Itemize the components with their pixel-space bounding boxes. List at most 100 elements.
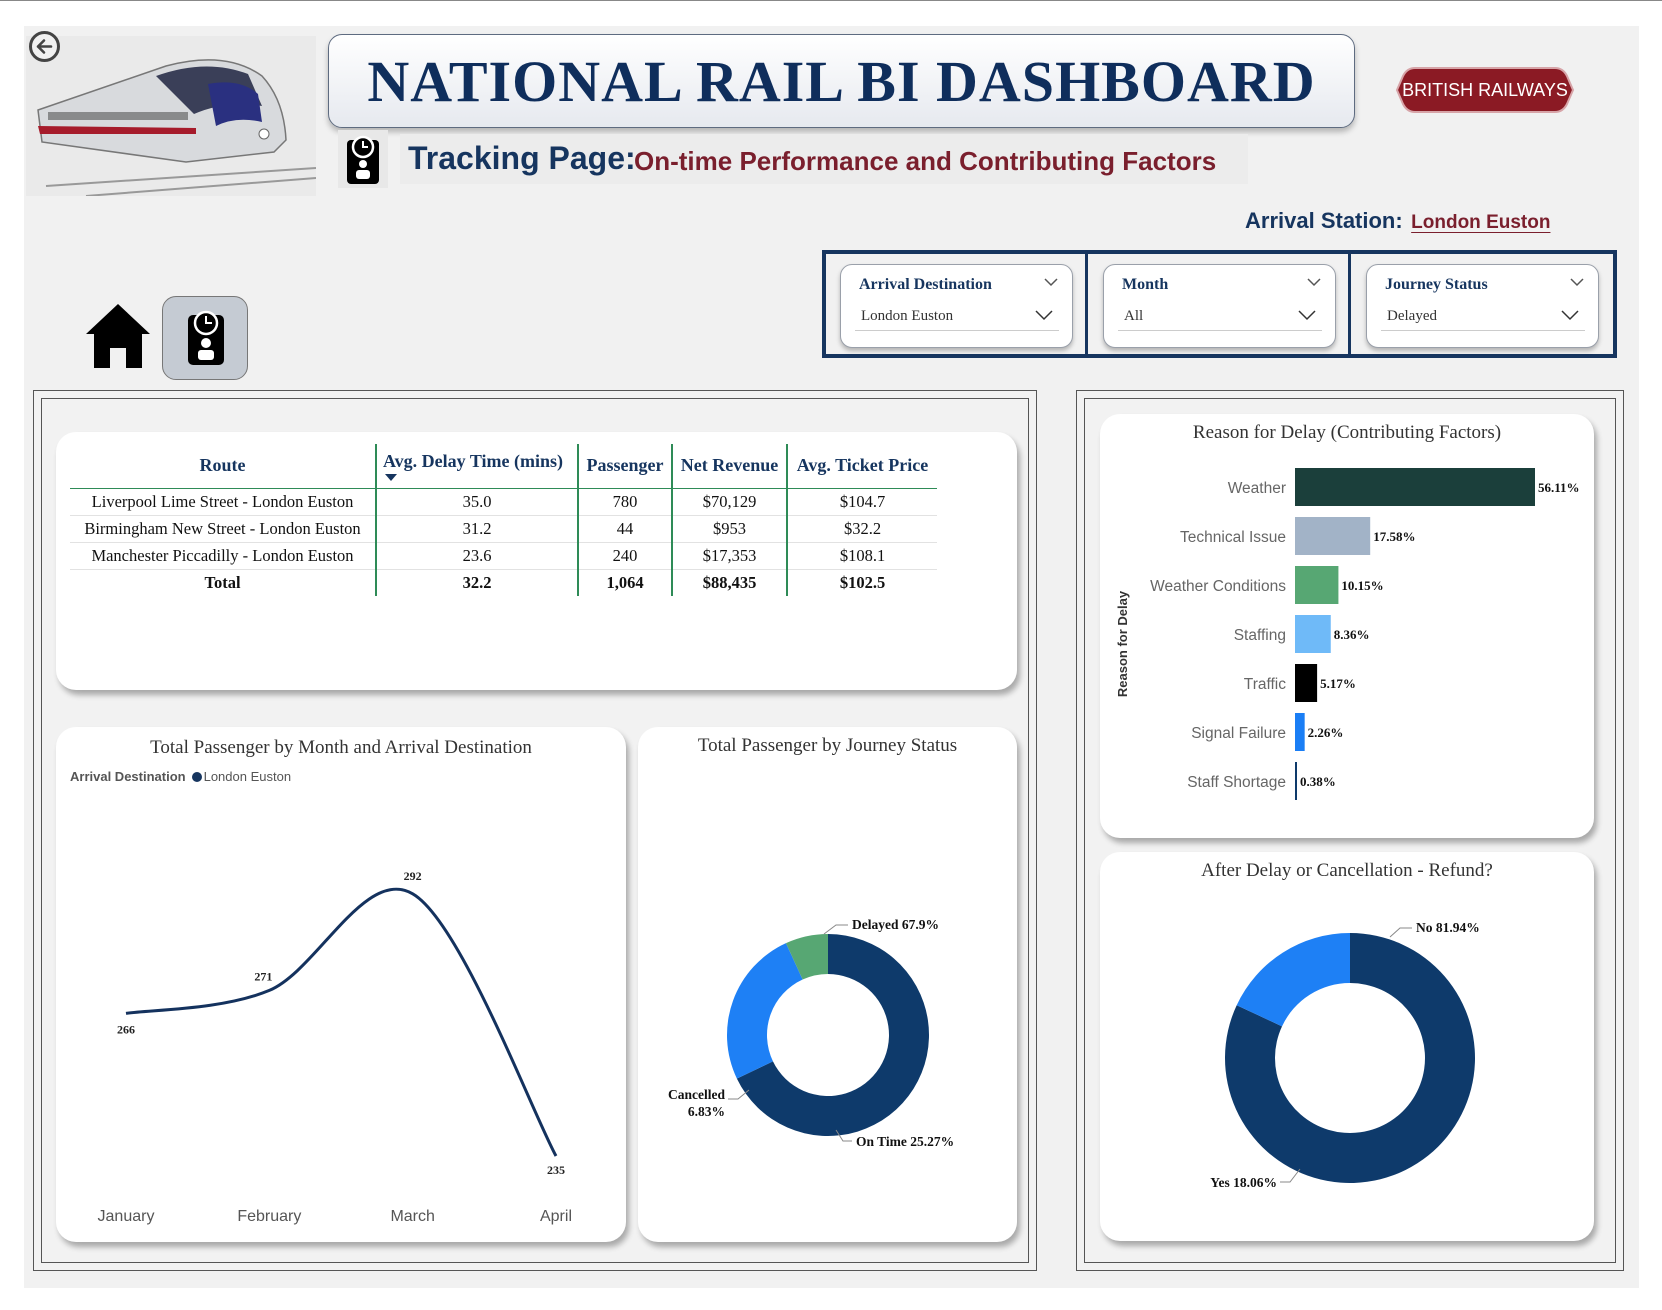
- category-label: Weather Conditions: [1150, 578, 1286, 595]
- column-header[interactable]: Avg. Ticket Price: [786, 444, 937, 489]
- x-tick-label: April: [540, 1208, 572, 1225]
- bar-value-label: 2.26%: [1308, 725, 1344, 740]
- series-line-london-euston: [125, 887, 558, 1157]
- table-row[interactable]: Liverpool Lime Street - London Euston 35…: [70, 488, 937, 516]
- bar-value-label: 10.15%: [1341, 578, 1383, 593]
- home-icon: [86, 304, 150, 368]
- slice-on-time[interactable]: [727, 943, 803, 1079]
- journey-status-donut: Delayed 67.9% On Time 25.27% Cancelled 6.83…: [668, 917, 954, 1149]
- table-row[interactable]: Manchester Piccadilly - London Euston 23…: [70, 542, 937, 570]
- data-point[interactable]: [410, 891, 416, 897]
- month-dropdown[interactable]: All: [1118, 301, 1322, 331]
- category-label: Staff Shortage: [1187, 774, 1286, 791]
- data-point[interactable]: [266, 987, 272, 993]
- arrival-destination-dropdown[interactable]: London Euston: [855, 301, 1059, 331]
- slice-yes[interactable]: [1236, 933, 1350, 1027]
- table-cell: Birmingham New Street - London Euston: [70, 515, 376, 543]
- month-slicer[interactable]: Month All: [1103, 264, 1336, 348]
- slicer-divider: [1348, 254, 1351, 354]
- bar[interactable]: [1295, 566, 1339, 604]
- leader-line: [1389, 927, 1412, 938]
- table-cell: $108.1: [786, 542, 937, 570]
- data-label: 271: [254, 969, 272, 983]
- table-cell: $88,435: [671, 568, 787, 596]
- slice-label: Cancelled: [668, 1087, 725, 1102]
- journey-status-slicer[interactable]: Journey Status Delayed: [1366, 264, 1599, 348]
- back-button[interactable]: [29, 31, 60, 62]
- arrival-destination-slicer[interactable]: Arrival Destination London Euston: [840, 264, 1073, 348]
- x-tick-label: February: [237, 1208, 301, 1225]
- column-header[interactable]: Net Revenue: [671, 444, 787, 489]
- data-point[interactable]: [553, 1153, 559, 1159]
- bar[interactable]: [1295, 664, 1318, 702]
- category-label: Weather: [1228, 480, 1286, 497]
- column-header-label: Avg. Delay Time (mins): [383, 450, 563, 471]
- table-cell: 32.2: [375, 568, 578, 596]
- slice-no[interactable]: [1225, 933, 1475, 1183]
- slice-delayed[interactable]: [736, 934, 929, 1136]
- refund-card: After Delay or Cancellation - Refund? No…: [1100, 852, 1594, 1241]
- slice-label: No 81.94%: [1416, 920, 1480, 935]
- chevron-down-icon[interactable]: [1307, 277, 1321, 287]
- table-total-row: Total 32.2 1,064 $88,435 $102.5: [70, 568, 937, 596]
- chevron-down-icon[interactable]: [1044, 277, 1058, 287]
- bar[interactable]: [1295, 517, 1371, 555]
- table-cell: 240: [577, 542, 672, 570]
- slice-label: Delayed 67.9%: [852, 917, 939, 932]
- column-header-sorted[interactable]: Avg. Delay Time (mins): [375, 444, 578, 489]
- tracking-subtitle: On-time Performance and Contributing Fac…: [634, 146, 1217, 176]
- table-cell: $32.2: [786, 515, 937, 543]
- chevron-down-icon: [1035, 310, 1053, 321]
- train-image: [26, 36, 317, 197]
- tracking-page-button[interactable]: [162, 296, 248, 380]
- bar[interactable]: [1295, 615, 1331, 653]
- chart-title: After Delay or Cancellation - Refund?: [1201, 860, 1493, 881]
- bar[interactable]: [1295, 762, 1297, 800]
- table-cell: $17,353: [671, 542, 787, 570]
- table-cell: Liverpool Lime Street - London Euston: [70, 488, 376, 516]
- category-label: Staffing: [1234, 627, 1286, 644]
- sort-descending-icon: [385, 473, 397, 481]
- bar-value-label: 17.58%: [1373, 529, 1415, 544]
- line-chart: 266 271 292 235 January February March April: [98, 869, 572, 1225]
- chart-title: Total Passenger by Month and Arrival Des…: [150, 737, 532, 758]
- category-label: Traffic: [1244, 676, 1286, 693]
- slice-label: 6.83%: [688, 1104, 725, 1119]
- table-header-row: Route Avg. Delay Time (mins) Passenger N…: [70, 444, 937, 489]
- column-header[interactable]: Passenger: [577, 444, 672, 489]
- slice-cancelled[interactable]: [785, 934, 828, 980]
- journey-status-dropdown[interactable]: Delayed: [1381, 301, 1585, 331]
- tracking-badge-icon: [347, 135, 379, 184]
- journey-status-card: Total Passenger by Journey Status Delaye…: [638, 727, 1017, 1242]
- table-cell: Manchester Piccadilly - London Euston: [70, 542, 376, 570]
- chevron-down-icon[interactable]: [1570, 277, 1584, 287]
- right-panel-inner: [1084, 398, 1616, 1263]
- bar[interactable]: [1295, 468, 1535, 506]
- data-label: 266: [117, 1022, 135, 1036]
- x-tick-label: March: [390, 1208, 434, 1225]
- bar-value-label: 56.11%: [1538, 480, 1580, 495]
- bar[interactable]: [1295, 713, 1305, 751]
- tracking-badge-icon: [188, 310, 224, 365]
- slice-label: On Time 25.27%: [856, 1134, 954, 1149]
- tracking-label: Tracking Page:: [408, 140, 636, 176]
- table-cell: $102.5: [786, 568, 937, 596]
- delay-reasons-bar-chart: Reason for Delay Weather 56.11% Technical I…: [1115, 468, 1580, 800]
- table-row[interactable]: Birmingham New Street - London Euston 31…: [70, 515, 937, 543]
- leader-line: [823, 924, 848, 935]
- x-tick-label: January: [98, 1208, 155, 1225]
- leader-line: [835, 1129, 852, 1142]
- data-point[interactable]: [123, 1010, 129, 1016]
- table-cell: $70,129: [671, 488, 787, 516]
- back-arrow-icon: [36, 39, 53, 54]
- arrival-station-value: London Euston: [1411, 212, 1551, 233]
- home-button[interactable]: [84, 300, 152, 372]
- column-header[interactable]: Route: [70, 444, 376, 489]
- table-cell: $953: [671, 515, 787, 543]
- data-label: 292: [404, 869, 422, 883]
- slicer-panel: Arrival Destination London Euston Month …: [822, 250, 1617, 358]
- table-cell: $104.7: [786, 488, 937, 516]
- line-chart-card: Total Passenger by Month and Arrival Des…: [56, 727, 626, 1242]
- bar-value-label: 0.38%: [1300, 774, 1336, 789]
- chart-title: Reason for Delay (Contributing Factors): [1192, 422, 1502, 443]
